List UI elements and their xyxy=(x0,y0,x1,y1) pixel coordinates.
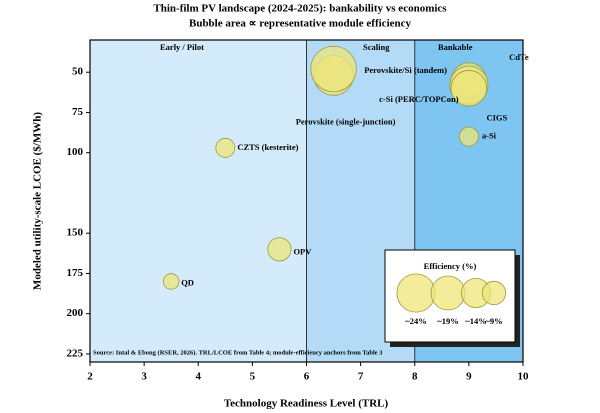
y-tick-label: 100 xyxy=(67,146,84,158)
bubble-label: Perovskite/Si (tandem) xyxy=(364,65,447,75)
x-tick-label: 5 xyxy=(250,371,256,383)
region-label: Scaling xyxy=(363,42,390,52)
legend-bubble xyxy=(481,280,507,306)
x-tick-label: 3 xyxy=(141,371,147,383)
y-tick-label: 150 xyxy=(67,227,84,239)
legend-label: ~9% xyxy=(485,316,502,326)
region xyxy=(90,40,307,362)
x-tick-label: 8 xyxy=(412,371,418,383)
x-tick-label: 10 xyxy=(518,371,530,383)
bubble-label: CIGS xyxy=(486,112,507,122)
bubble xyxy=(450,70,488,107)
legend-title: Efficiency (%) xyxy=(424,261,477,271)
plot-frame xyxy=(89,39,524,363)
x-tick-label: 9 xyxy=(466,371,472,383)
x-axis-label: Technology Readiness Level (TRL) xyxy=(224,398,389,410)
bubble-label: QD xyxy=(181,277,194,287)
y-tick-label: 225 xyxy=(67,347,84,359)
x-tick-label: 7 xyxy=(358,371,364,383)
bubble-label: a-Si xyxy=(482,131,497,141)
bubble xyxy=(267,237,292,262)
region-label: Early / Pilot xyxy=(160,42,204,52)
x-tick-label: 6 xyxy=(304,371,310,383)
bubble-label: CdTe xyxy=(509,52,529,62)
y-tick-label: 175 xyxy=(67,267,84,279)
bubble-label: OPV xyxy=(293,246,312,256)
legend-label: ~24% xyxy=(405,316,426,326)
legend-bubble xyxy=(430,275,466,311)
bubble xyxy=(458,126,479,147)
y-tick-label: 200 xyxy=(67,307,84,319)
bubble xyxy=(310,45,357,93)
bubble xyxy=(162,273,180,290)
source-note: Source: Intal & Ebong (RSER, 2026). TRL/… xyxy=(93,349,383,356)
chart-title: Thin-film PV landscape (2024-2025): bank… xyxy=(153,3,447,15)
y-tick-label: 75 xyxy=(72,106,84,118)
bubble xyxy=(215,137,236,158)
region-label: Bankable xyxy=(438,42,473,52)
bubble-label: Perovskite (single-junction) xyxy=(296,116,396,126)
chart-subtitle: Bubble area ∝ representative module effi… xyxy=(189,18,412,30)
y-axis-label: Modeled utility-scale LCOE ($/MWh) xyxy=(32,112,44,290)
bubble-label: c-Si (PERC/TOPCon) xyxy=(379,94,459,104)
legend-bubble xyxy=(396,273,436,313)
legend-label: ~14% xyxy=(465,316,486,326)
bubble-label: CZTS (kesterite) xyxy=(237,142,298,152)
x-tick-label: 4 xyxy=(196,371,202,383)
y-tick-label: 50 xyxy=(72,66,84,78)
legend-label: ~19% xyxy=(437,316,458,326)
x-tick-label: 2 xyxy=(87,371,93,383)
